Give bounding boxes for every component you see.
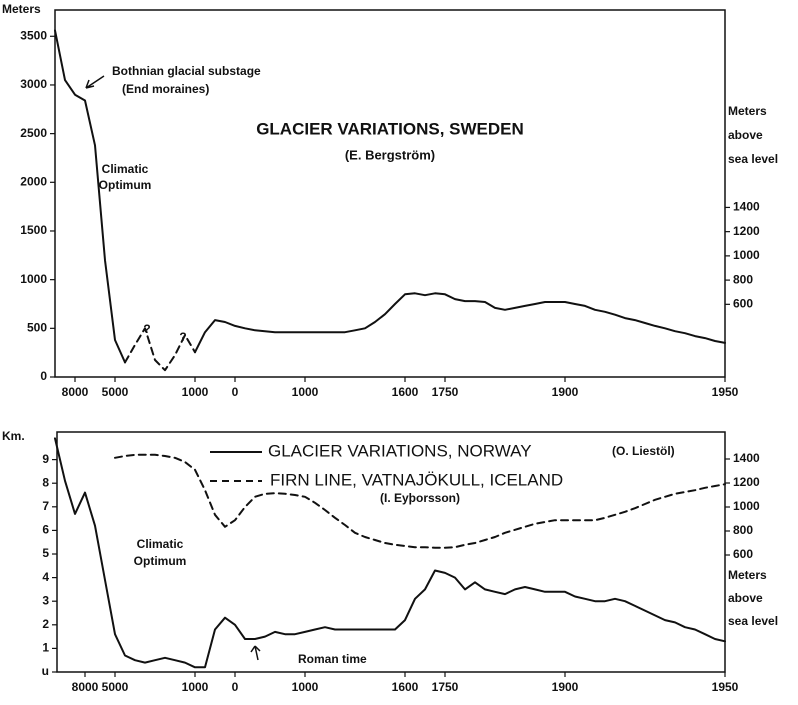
y-tick-label: 8 [42, 475, 49, 489]
annotation: Roman time [298, 652, 367, 666]
y2-tick-label: 1000 [733, 248, 760, 262]
y2-tick-label: 1400 [733, 451, 760, 465]
plot-frame [54, 9, 726, 378]
annotation: Optimum [99, 178, 152, 192]
x-tick-label: 1950 [712, 680, 739, 694]
y-axis-label: Km. [2, 429, 25, 443]
chart-subtitle: (E. Bergström) [345, 147, 435, 162]
y-tick-label: 1 [42, 641, 49, 655]
annotation: Optimum [134, 554, 187, 568]
y-tick-label: u [42, 664, 49, 678]
y2-tick-label: 1200 [733, 224, 760, 238]
y2-axis-label: Meters [728, 104, 767, 118]
x-tick-label: 1950 [712, 385, 739, 399]
legend-source: (O. Liestöl) [612, 444, 675, 458]
x-tick-label: 5000 [102, 680, 129, 694]
data-line [54, 29, 726, 364]
x-tick-label: 8000 [62, 385, 89, 399]
x-tick-label: 0 [232, 385, 239, 399]
y2-tick-label: 1200 [733, 475, 760, 489]
plot-frame [56, 431, 726, 673]
y2-axis-label: above [728, 128, 763, 142]
y-tick-label: 2000 [20, 174, 47, 188]
y2-tick-label: 1400 [733, 200, 760, 214]
annotation-arrow [85, 75, 105, 89]
x-tick-label: 1900 [552, 385, 579, 399]
legend-label: FIRN LINE, VATNAJÖKULL, ICELAND [270, 470, 563, 489]
y2-axis-label: sea level [728, 614, 778, 628]
x-tick-label: 5000 [102, 385, 129, 399]
legend-source: (I. Eyþorsson) [380, 491, 460, 505]
y-tick-label: 3 [42, 593, 49, 607]
x-tick-label: 1750 [432, 385, 459, 399]
x-tick-label: 1000 [182, 385, 209, 399]
y-tick-label: 1000 [20, 272, 47, 286]
annotation-arrow [250, 645, 261, 661]
x-tick-label: 1600 [392, 385, 419, 399]
y-tick-label: 500 [27, 320, 47, 334]
y-tick-label: 2500 [20, 126, 47, 140]
annotation: ? [143, 322, 150, 336]
legend-label: GLACIER VARIATIONS, NORWAY [268, 441, 532, 460]
y2-axis-label: sea level [728, 152, 778, 166]
y-tick-label: 1500 [20, 223, 47, 237]
y2-tick-label: 600 [733, 296, 753, 310]
y2-tick-label: 600 [733, 547, 753, 561]
chart-title: GLACIER VARIATIONS, SWEDEN [256, 119, 524, 138]
y2-axis-label: Meters [728, 568, 767, 582]
x-tick-label: 1000 [182, 680, 209, 694]
y-tick-label: 5 [42, 546, 49, 560]
annotation: (End moraines) [122, 82, 209, 96]
annotation: Bothnian glacial substage [112, 64, 261, 78]
y-axis-label: Meters [2, 2, 41, 16]
y-tick-label: 2 [42, 617, 49, 631]
x-tick-label: 1000 [292, 385, 319, 399]
data-line [124, 327, 196, 372]
data-line [114, 453, 726, 549]
data-line [54, 437, 726, 669]
y-tick-label: 0 [40, 369, 47, 383]
y2-axis-label: above [728, 591, 763, 605]
y-tick-label: 6 [42, 523, 49, 537]
annotation: Climatic [102, 162, 149, 176]
y2-tick-label: 1000 [733, 499, 760, 513]
y-tick-label: 9 [42, 452, 49, 466]
y2-tick-label: 800 [733, 523, 753, 537]
y-tick-label: 3500 [20, 28, 47, 42]
x-tick-label: 8000 [72, 680, 99, 694]
y-tick-label: 3000 [20, 77, 47, 91]
y2-tick-label: 800 [733, 272, 753, 286]
annotation: Climatic [137, 537, 184, 551]
x-tick-label: 0 [232, 680, 239, 694]
x-tick-label: 1900 [552, 680, 579, 694]
y-tick-label: 7 [42, 499, 49, 513]
x-tick-label: 1750 [432, 680, 459, 694]
y-tick-label: 4 [42, 570, 49, 584]
x-tick-label: 1600 [392, 680, 419, 694]
x-tick-label: 1000 [292, 680, 319, 694]
